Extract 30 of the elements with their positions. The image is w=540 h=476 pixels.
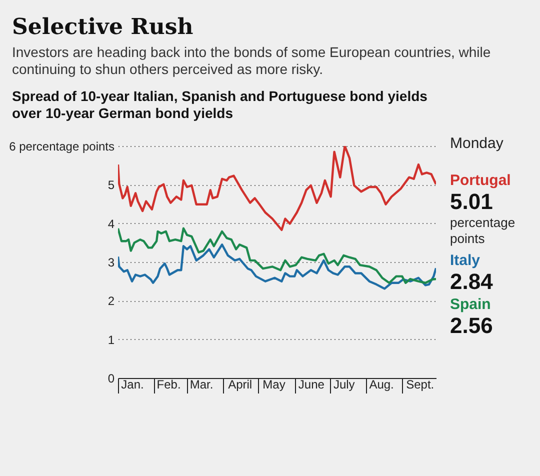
x-tick-label: May — [262, 378, 286, 392]
chart-title: Selective Rush — [12, 14, 194, 40]
text: Monday — [450, 135, 504, 152]
y-axis-title: Spread of 10-year Italian, Spanish and Portuguese bond yields over 10-year German bond yields — [12, 88, 428, 122]
y-tick-label: 6 percentage points — [9, 140, 114, 154]
data-label: 2.56 — [450, 312, 493, 338]
line-series — [118, 146, 436, 232]
series-label: Italy — [450, 252, 481, 269]
x-tick-label: Feb. — [156, 378, 181, 392]
chart-subtitle: Investors are heading back into the bonds of some European countries, while continuing to shun others perceived as more risky. — [12, 44, 492, 78]
x-tick-label: Aug. — [369, 378, 394, 392]
y-tick-label: 5 — [108, 178, 115, 192]
y-tick-label: 0 — [108, 372, 115, 386]
y-tick-label: 4 — [108, 216, 115, 231]
data-label: 2.84 — [450, 268, 494, 294]
y-tick-label: 1 — [108, 332, 115, 347]
x-tick-label: Sept. — [406, 378, 434, 392]
line-series — [118, 244, 436, 290]
text: percentage points — [450, 214, 516, 246]
x-tick-label: Jan. — [121, 378, 144, 392]
data-label: 5.01 — [450, 188, 493, 214]
x-tick-label: June — [298, 378, 325, 392]
line-series — [118, 227, 436, 284]
y-tick-label: 2 — [108, 294, 115, 308]
series-label: Portugal — [450, 172, 511, 189]
x-tick-label: July — [333, 378, 355, 392]
x-tick-label: Mar. — [190, 378, 214, 392]
y-tick-label: 3 — [108, 256, 115, 270]
x-tick-label: April — [228, 378, 252, 392]
series-label: Spain — [450, 296, 491, 313]
